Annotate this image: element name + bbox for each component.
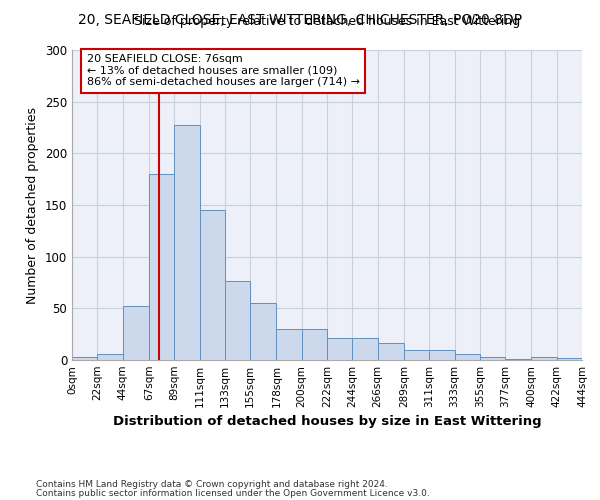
Text: Contains HM Land Registry data © Crown copyright and database right 2024.: Contains HM Land Registry data © Crown c… xyxy=(36,480,388,489)
Bar xyxy=(505,359,532,360)
Bar xyxy=(225,282,250,360)
Text: 20, SEAFIELD CLOSE, EAST WITTERING, CHICHESTER, PO20 8DP: 20, SEAFIELD CLOSE, EAST WITTERING, CHIC… xyxy=(78,12,522,26)
X-axis label: Distribution of detached houses by size in East Wittering: Distribution of detached houses by size … xyxy=(113,416,541,428)
Bar xyxy=(377,344,404,360)
Bar xyxy=(429,350,455,360)
Bar xyxy=(277,329,302,360)
Y-axis label: Number of detached properties: Number of detached properties xyxy=(26,106,40,304)
Bar xyxy=(149,174,174,360)
Bar xyxy=(480,357,505,360)
Bar xyxy=(72,357,97,360)
Bar xyxy=(327,338,352,360)
Bar xyxy=(199,210,225,360)
Title: Size of property relative to detached houses in East Wittering: Size of property relative to detached ho… xyxy=(134,15,520,28)
Bar xyxy=(455,354,480,360)
Bar xyxy=(352,338,377,360)
Bar xyxy=(97,354,122,360)
Text: Contains public sector information licensed under the Open Government Licence v3: Contains public sector information licen… xyxy=(36,489,430,498)
Text: 20 SEAFIELD CLOSE: 76sqm
← 13% of detached houses are smaller (109)
86% of semi-: 20 SEAFIELD CLOSE: 76sqm ← 13% of detach… xyxy=(87,54,360,88)
Bar xyxy=(557,358,582,360)
Bar xyxy=(174,126,199,360)
Bar xyxy=(532,357,557,360)
Bar xyxy=(250,303,277,360)
Bar xyxy=(302,329,327,360)
Bar xyxy=(404,350,429,360)
Bar xyxy=(122,306,149,360)
